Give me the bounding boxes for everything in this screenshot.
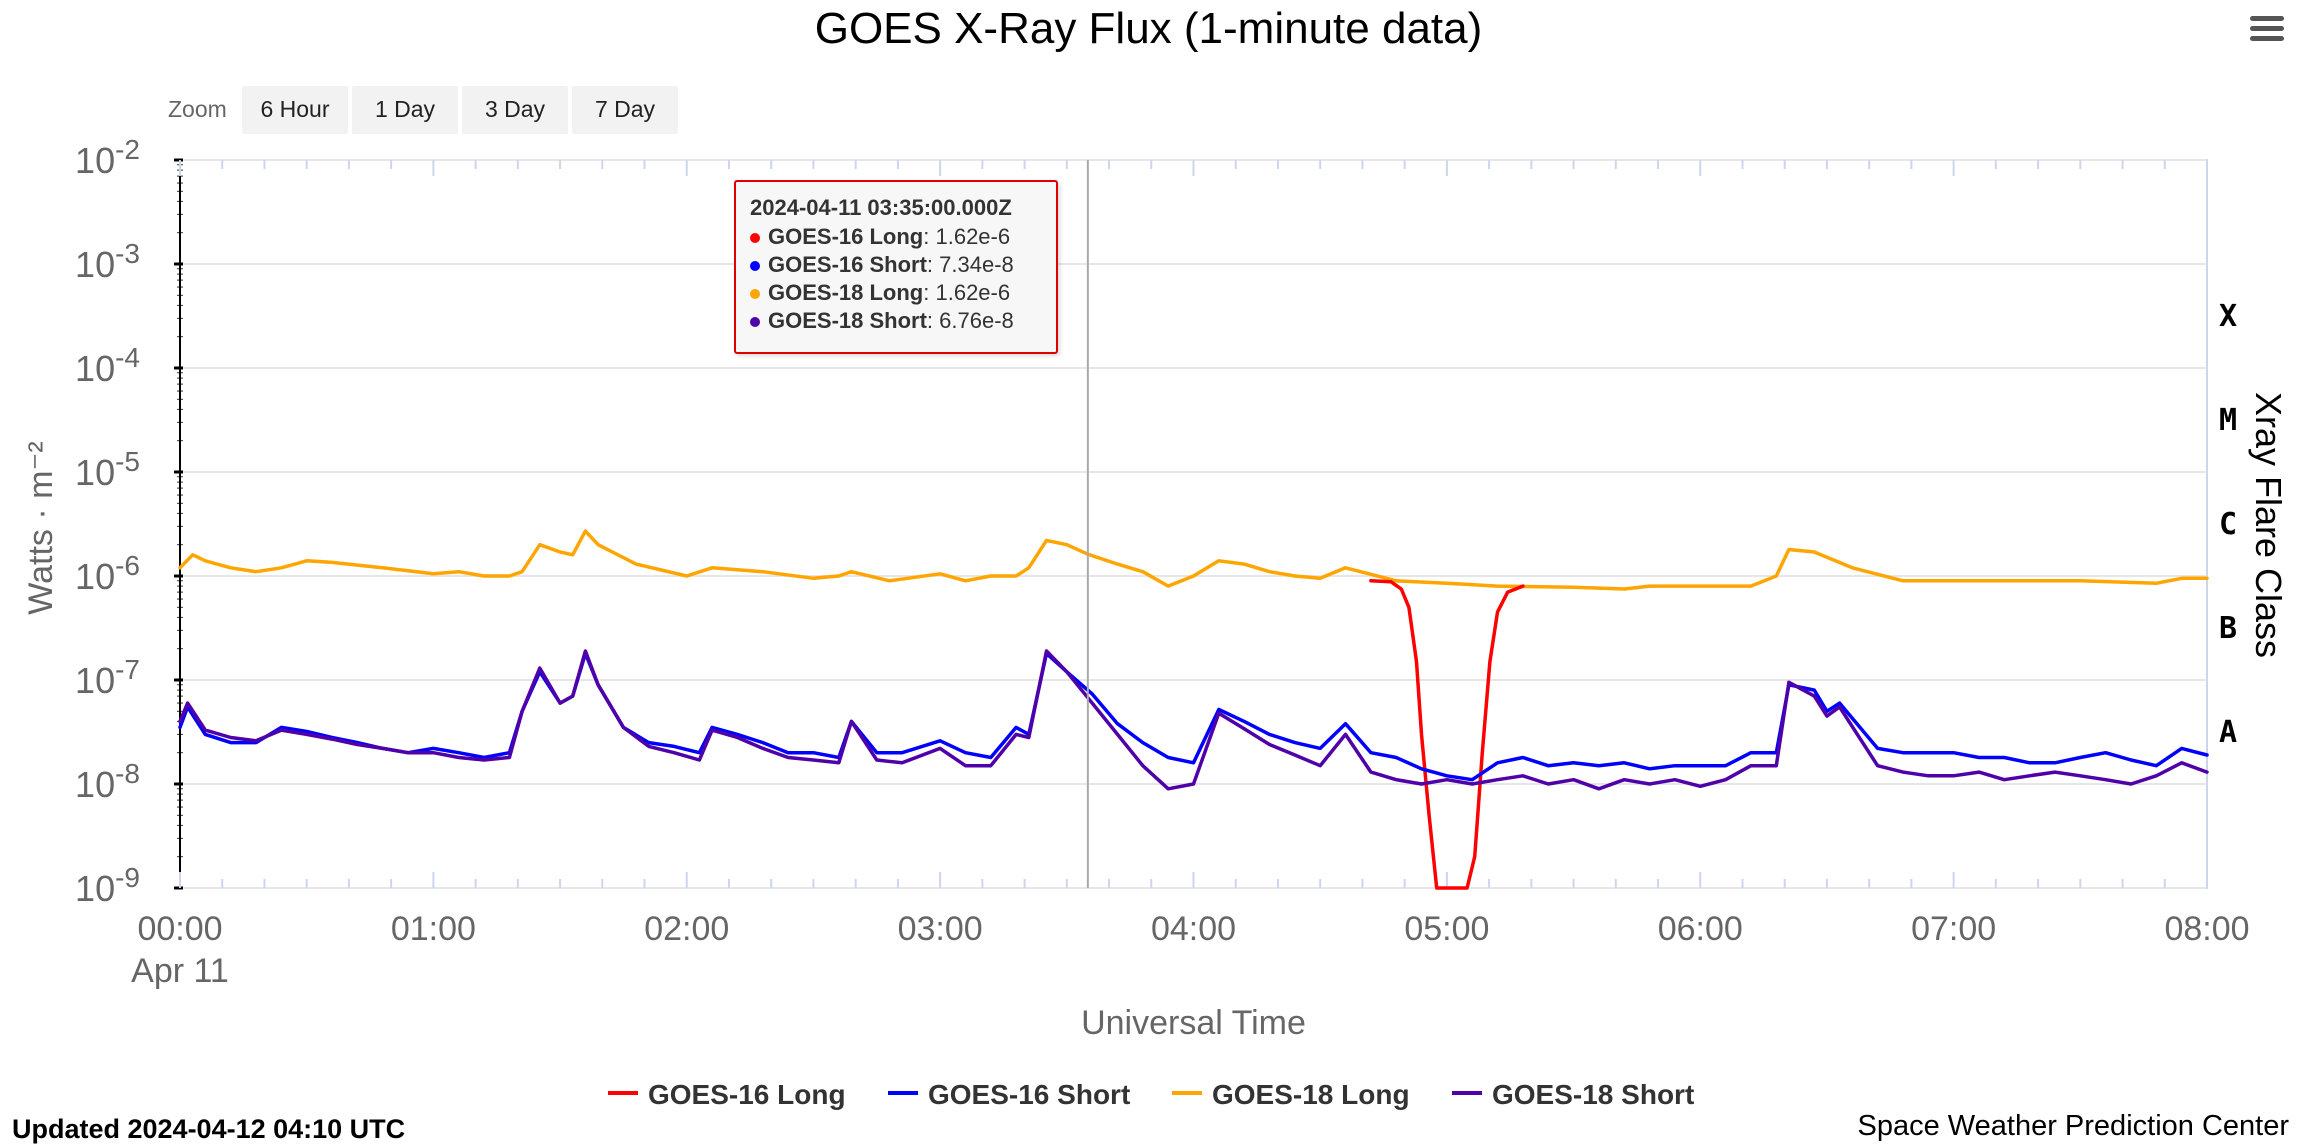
tooltip-series: GOES-16 Short	[768, 252, 927, 277]
tooltip-value: 1.62e-6	[935, 224, 1011, 249]
tooltip-time: 2024-04-11 03:35:00.000Z	[750, 195, 1012, 220]
x-tick-label: 02:00	[644, 910, 729, 948]
tooltip-series: GOES-18 Long	[768, 280, 924, 305]
y-tick-label: 10-4	[75, 342, 140, 389]
x-tick-label: 08:00	[2164, 910, 2249, 948]
tooltip-value: 1.62e-6	[935, 280, 1011, 305]
legend-item: GOES-16 Short	[928, 1079, 1130, 1110]
y-tick-label: 10-2	[75, 134, 140, 181]
series-line	[178, 649, 2209, 791]
flare-class-label: A	[2219, 715, 2237, 750]
zoom-1-day-button[interactable]: 1 Day	[352, 86, 458, 134]
legend-item: GOES-18 Long	[1212, 1079, 1410, 1110]
x-tick-label: 05:00	[1404, 910, 1489, 948]
y-tick-label: 10-3	[75, 238, 140, 285]
credit-text: Space Weather Prediction Center	[1857, 1110, 2289, 1142]
tooltip-row: GOES-16 Long: 1.62e-6	[750, 224, 1010, 250]
legend-item: GOES-18 Short	[1492, 1079, 1694, 1110]
chart-title: GOES X-Ray Flux (1-minute data)	[814, 4, 1483, 53]
tooltip-series: GOES-16 Long	[768, 224, 924, 249]
y-tick-label: 10-9	[75, 862, 140, 909]
y-tick-label: 10-7	[75, 654, 140, 701]
x-axis-title: Universal Time	[1081, 1004, 1306, 1042]
right-axis-title: Xray Flare Class	[2248, 392, 2289, 658]
zoom-7-day-button[interactable]: 7 Day	[572, 86, 678, 134]
tooltip-value: 7.34e-8	[939, 252, 1014, 277]
series-dot	[750, 289, 760, 300]
series-dot	[750, 317, 760, 328]
zoom-3-day-button[interactable]: 3 Day	[462, 86, 568, 134]
x-tick-label: 07:00	[1911, 910, 1996, 948]
x-tick-label: 06:00	[1658, 910, 1743, 948]
x-tick-label: 01:00	[391, 910, 476, 948]
x-tick-label: 03:00	[898, 910, 983, 948]
tooltip-series: GOES-18 Short	[768, 308, 927, 333]
updated-timestamp: Updated 2024-04-12 04:10 UTC	[12, 1114, 406, 1144]
x-date-label: Apr 11	[131, 952, 229, 990]
series-line	[178, 529, 2209, 591]
data-tooltip: 2024-04-11 03:35:00.000Z GOES-16 Long: 1…	[734, 180, 1058, 354]
tooltip-row: GOES-16 Short: 7.34e-8	[750, 252, 1014, 278]
tooltip-row: GOES-18 Long: 1.62e-6	[750, 280, 1010, 306]
flare-class-label: X	[2219, 299, 2237, 334]
y-tick-label: 10-5	[75, 446, 140, 493]
series-line	[1369, 579, 1525, 890]
hamburger-menu-icon[interactable]	[2250, 16, 2284, 46]
flare-class-label: B	[2219, 611, 2237, 646]
x-tick-label: 04:00	[1151, 910, 1236, 948]
y-tick-label: 10-8	[75, 758, 140, 805]
zoom-6-hour-button[interactable]: 6 Hour	[242, 86, 348, 134]
tooltip-row: GOES-18 Short: 6.76e-8	[750, 308, 1014, 334]
x-tick-label: 00:00	[137, 910, 222, 948]
flare-class-label: C	[2219, 507, 2237, 542]
tooltip-value: 6.76e-8	[939, 308, 1014, 333]
zoom-label: Zoom	[168, 96, 227, 122]
series-dot	[750, 261, 760, 272]
series-dot	[750, 233, 760, 244]
y-tick-label: 10-6	[75, 550, 140, 597]
flare-class-label: M	[2219, 403, 2237, 438]
legend-item: GOES-16 Long	[648, 1079, 846, 1110]
y-axis-title: Watts · m⁻²	[22, 441, 60, 614]
